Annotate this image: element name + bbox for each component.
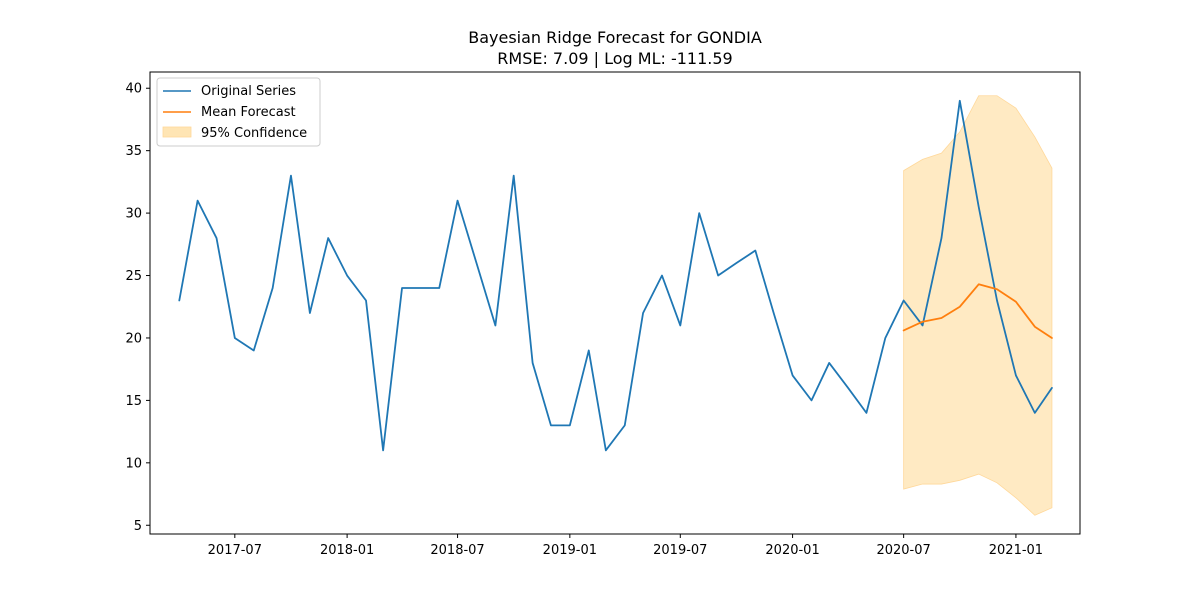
- x-tick-label: 2018-07: [430, 543, 484, 558]
- x-tick-label: 2021-01: [989, 543, 1043, 558]
- x-tick-label: 2019-07: [653, 543, 707, 558]
- y-tick-label: 40: [125, 82, 142, 97]
- axes: 2017-07 2018-01 2018-07 2019-01 2019-07 2020-…: [125, 71, 1081, 558]
- y-tick-label: 20: [125, 331, 142, 346]
- x-tick-label: 2017-07: [208, 543, 262, 558]
- y-tick-label: 15: [125, 394, 142, 409]
- x-tick-label: 2020-01: [765, 543, 819, 558]
- series-line-mean-forecast: [902, 283, 1053, 339]
- chart-title: Bayesian Ridge Forecast for GONDIA: [468, 28, 762, 47]
- y-tick-label: 10: [125, 456, 142, 471]
- plot-area: [178, 95, 1053, 516]
- legend-label-original-series: Original Series: [201, 84, 296, 99]
- legend-box: [156, 77, 321, 147]
- chart-subtitle: RMSE: 7.09 | Log ML: -111.59: [497, 49, 732, 68]
- y-tick-label: 25: [125, 269, 142, 284]
- y-tick-label: 5: [134, 519, 142, 534]
- x-tick-label: 2018-01: [320, 543, 374, 558]
- legend-label-confidence: 95% Confidence: [201, 126, 307, 141]
- confidence-band: [903, 95, 1053, 516]
- y-tick-label: 30: [125, 207, 142, 222]
- x-tick-label: 2020-07: [876, 543, 930, 558]
- series-line-original-series: [178, 99, 1053, 452]
- legend: Original Series Mean Forecast 95% Confid…: [156, 77, 321, 147]
- legend-label-mean-forecast: Mean Forecast: [201, 105, 296, 120]
- y-tick-label: 35: [125, 144, 142, 159]
- x-tick-label: 2019-01: [543, 543, 597, 558]
- plot-frame: [149, 71, 1081, 535]
- legend-swatch-confidence: [162, 126, 192, 138]
